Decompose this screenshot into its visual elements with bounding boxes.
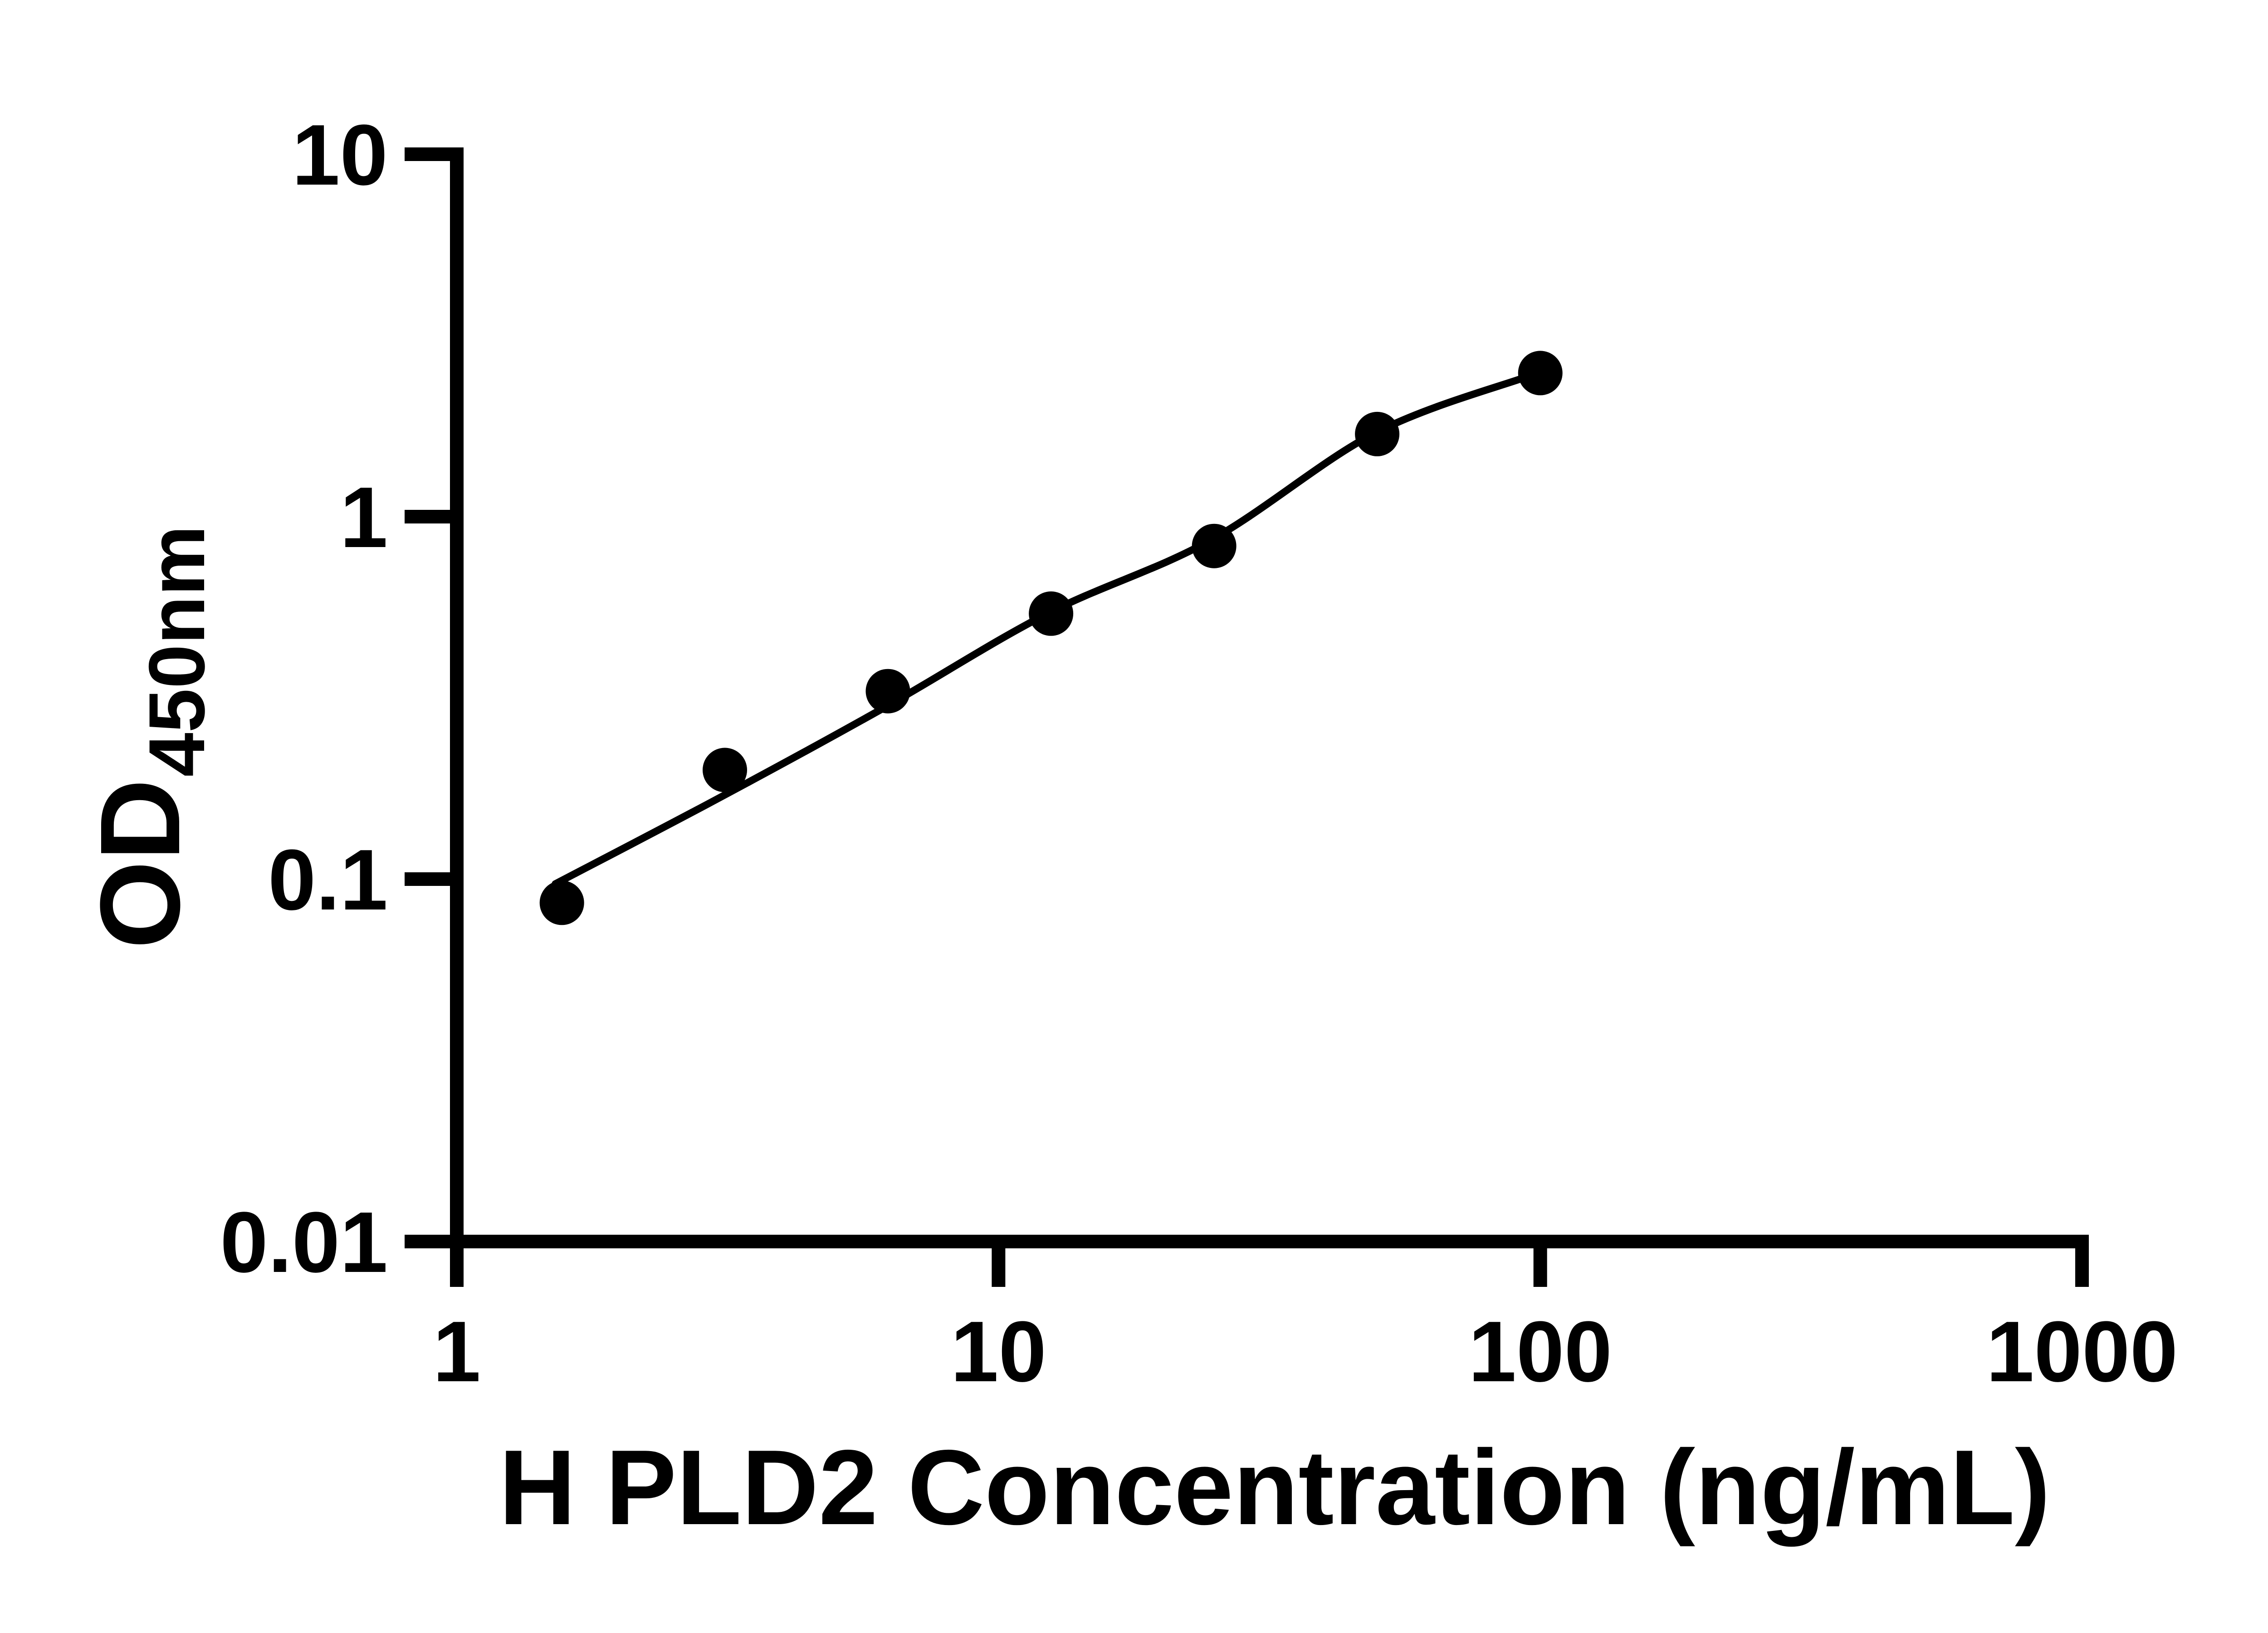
y-axis-title-base: OD — [77, 779, 203, 949]
x-tick — [1533, 1235, 1547, 1287]
data-point — [1355, 411, 1400, 456]
x-tick-label: 100 — [1468, 1304, 1612, 1400]
y-tick-label: 10 — [292, 107, 388, 203]
x-tick-label: 1000 — [1986, 1304, 2178, 1400]
y-axis-title-subscript: 450nm — [133, 525, 221, 777]
data-point — [865, 669, 910, 714]
data-point — [1518, 351, 1563, 396]
y-tick — [405, 510, 457, 523]
data-point — [539, 880, 584, 925]
y-tick — [405, 1235, 457, 1248]
x-axis-line — [450, 1235, 2089, 1248]
y-tick-label: 0.01 — [220, 1194, 388, 1291]
data-point — [1029, 591, 1074, 636]
y-tick-labels-group: 10 1 0.1 0.01 — [220, 107, 388, 1291]
y-axis-line — [450, 147, 464, 1248]
y-tick — [405, 147, 457, 161]
plot-layer — [539, 351, 1563, 925]
x-tick-label: 1 — [433, 1304, 481, 1400]
y-axis-title: OD 450nm — [77, 525, 221, 949]
y-tick-label: 1 — [340, 469, 388, 566]
x-tick — [992, 1235, 1006, 1287]
y-axis-line-group — [450, 147, 464, 1248]
x-axis-line-group — [450, 1235, 2089, 1248]
axes-layer: 10 1 0.1 0.01 1 10 100 1000 — [220, 107, 2178, 1400]
x-tick — [450, 1235, 464, 1287]
x-tick — [2075, 1235, 2089, 1287]
data-point — [703, 748, 747, 792]
y-ticks-group — [405, 147, 457, 1248]
data-point — [1192, 523, 1237, 568]
x-tick-label: 10 — [951, 1304, 1046, 1400]
y-tick-label: 0.1 — [268, 832, 388, 928]
x-tick-labels-group: 1 10 100 1000 — [433, 1304, 2178, 1400]
data-points-group — [539, 351, 1563, 925]
y-tick — [405, 872, 457, 886]
x-axis-title: H PLD2 Concentration (ng/mL) — [499, 1428, 2050, 1547]
x-ticks-group — [450, 1235, 2089, 1287]
